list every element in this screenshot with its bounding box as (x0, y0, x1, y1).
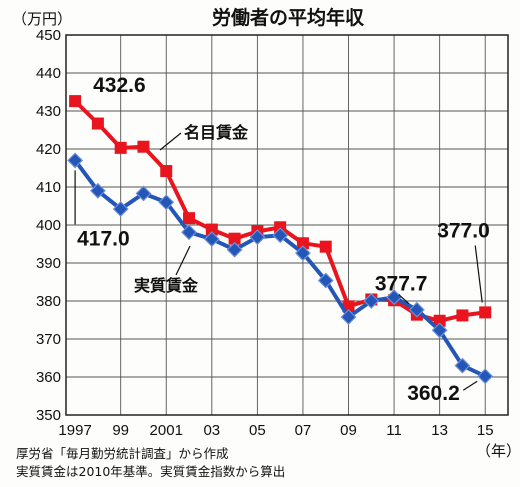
data-point-real (112, 201, 129, 217)
data-point-nominal (160, 165, 173, 178)
series-layer (67, 95, 494, 385)
y-tick-label: 440 (36, 65, 61, 82)
x-tick-label: 03 (203, 422, 220, 439)
data-point-nominal (456, 309, 469, 322)
data-point-real (477, 368, 494, 385)
plot-frame (65, 34, 509, 416)
y-tick-label: 430 (36, 103, 61, 120)
data-point-real (295, 245, 311, 262)
data-point-real (181, 224, 197, 241)
data-point-real (203, 231, 220, 248)
data-point-real (363, 293, 380, 309)
data-point-real (408, 301, 425, 318)
data-point-nominal (479, 306, 492, 319)
x-tick-label: 1997 (58, 422, 91, 439)
y-tick-label: 350 (36, 407, 61, 424)
data-point-nominal (183, 212, 196, 225)
x-unit-label: （年） (476, 442, 520, 460)
y-tick-label: 360 (36, 369, 61, 386)
data-point-real (386, 289, 403, 306)
chart-title: 労働者の平均年収 (212, 6, 365, 29)
data-point-nominal (319, 240, 332, 253)
series-label-real: 実質賃金 (134, 276, 199, 295)
x-tick-label: 2001 (150, 422, 183, 439)
annotation-leaders (74, 132, 483, 391)
x-tick-label: 09 (340, 422, 357, 439)
data-point-nominal (433, 314, 446, 327)
annotation-label: 360.2 (407, 382, 460, 405)
data-point-real (431, 322, 448, 339)
x-tick-label: 15 (477, 422, 494, 439)
series-label-leader (175, 245, 191, 276)
annotation-label: 377.7 (375, 273, 428, 296)
annotation-label: 417.0 (77, 227, 130, 250)
y-tick-label: 420 (36, 141, 61, 158)
y-unit-label: （万円） (12, 10, 72, 28)
y-tick-label: 400 (36, 217, 61, 234)
x-tick-label: 11 (386, 422, 402, 439)
data-point-nominal (114, 141, 127, 154)
base-year-note: 実質賃金は2010年基準。実質賃金指数から算出 (16, 464, 286, 479)
y-tick-label: 410 (36, 179, 61, 196)
data-point-real (317, 272, 334, 289)
x-tick-label: 05 (249, 422, 266, 439)
data-point-nominal (91, 117, 104, 130)
data-point-real (135, 185, 152, 202)
data-point-real (272, 227, 289, 244)
y-tick-label: 450 (36, 27, 61, 44)
annotation-label: 432.6 (93, 74, 146, 97)
data-point-nominal (137, 140, 150, 153)
x-tick-label: 13 (431, 422, 448, 439)
data-point-nominal (205, 223, 218, 236)
annotation-leader (398, 294, 410, 305)
source-note: 厚労省「毎月勤労統計調査」から作成 (16, 446, 229, 461)
grid-layer (66, 35, 508, 415)
x-tick-label: 07 (295, 422, 312, 439)
data-point-real (67, 152, 84, 169)
data-point-nominal (228, 232, 241, 245)
data-point-real (89, 182, 106, 199)
data-point-nominal (274, 221, 287, 234)
data-point-nominal (296, 237, 309, 250)
annotations: 432.6 417.0 377.7 377.0 360.2 (77, 74, 490, 405)
data-point-real (340, 309, 357, 325)
data-point-real (454, 357, 471, 374)
data-point-nominal (69, 95, 82, 108)
tick-labels: 350 360 370 380 390 400 410 420 430 440 450 1997 99 2… (36, 27, 494, 439)
data-point-real (226, 241, 243, 258)
y-tick-label: 390 (36, 255, 61, 272)
data-point-real (249, 229, 266, 246)
series-label-leader (159, 132, 182, 151)
annotation-label: 377.0 (437, 219, 490, 242)
annotation-leader (474, 245, 483, 303)
series-label-nominal: 名目賃金 (184, 123, 249, 142)
y-tick-label: 380 (36, 293, 61, 310)
data-point-real (158, 194, 175, 211)
y-tick-label: 370 (36, 331, 61, 348)
annotation-leader (462, 380, 478, 391)
x-tick-label: 99 (112, 422, 129, 439)
